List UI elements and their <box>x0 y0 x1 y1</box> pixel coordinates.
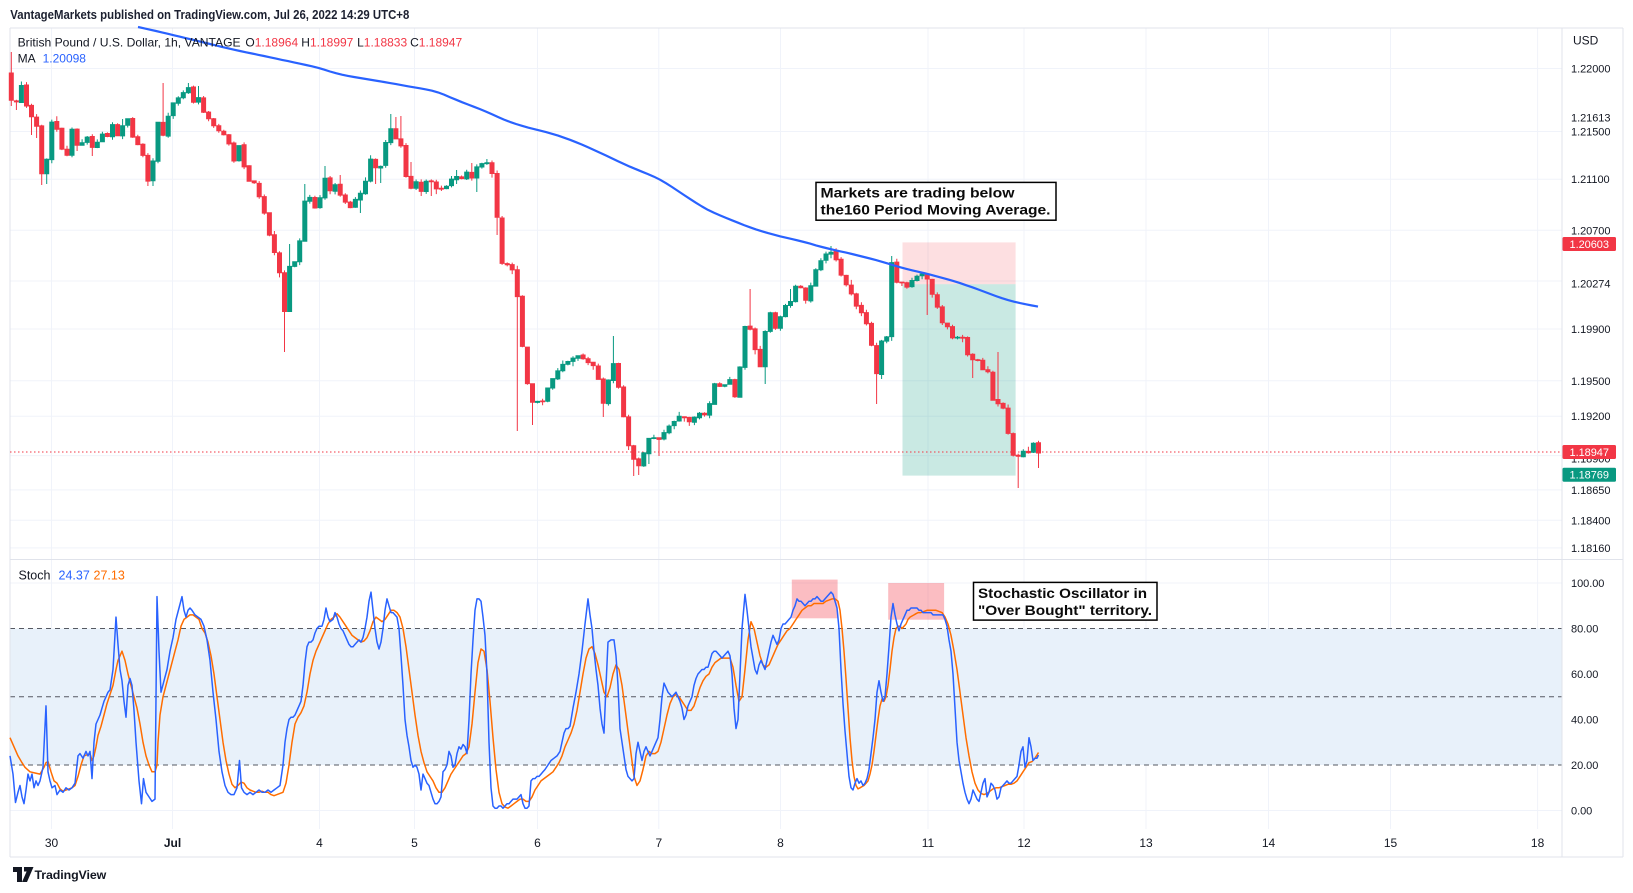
svg-text:H1.18997: H1.18997 <box>301 36 353 50</box>
svg-text:1.18650: 1.18650 <box>1571 485 1610 497</box>
svg-text:1.21100: 1.21100 <box>1571 174 1610 186</box>
svg-text:1.18947: 1.18947 <box>1570 447 1609 459</box>
svg-text:8: 8 <box>777 836 784 850</box>
svg-text:13: 13 <box>1139 836 1153 850</box>
svg-text:VantageMarkets published on Tr: VantageMarkets published on TradingView.… <box>10 7 409 22</box>
svg-text:4: 4 <box>316 836 323 850</box>
svg-text:11: 11 <box>922 836 935 850</box>
svg-text:12: 12 <box>1017 836 1031 850</box>
svg-text:60.00: 60.00 <box>1571 669 1598 681</box>
svg-text:Stoch: Stoch <box>19 569 51 583</box>
svg-text:100.00: 100.00 <box>1571 578 1604 590</box>
svg-text:1.18769: 1.18769 <box>1570 470 1609 482</box>
svg-text:MA: MA <box>18 52 36 66</box>
svg-text:1.19200: 1.19200 <box>1571 411 1610 423</box>
svg-text:27.13: 27.13 <box>94 569 125 583</box>
svg-text:1.19500: 1.19500 <box>1571 376 1610 388</box>
svg-text:1.18160: 1.18160 <box>1571 543 1610 555</box>
svg-text:"Over Bought" territory.: "Over Bought" territory. <box>978 602 1152 618</box>
svg-text:1.20603: 1.20603 <box>1570 239 1609 251</box>
svg-text:C1.18947: C1.18947 <box>410 36 462 50</box>
svg-text:1.22000: 1.22000 <box>1571 64 1610 76</box>
svg-text:1.20700: 1.20700 <box>1571 225 1610 237</box>
svg-text:18: 18 <box>1531 836 1545 850</box>
svg-text:7: 7 <box>655 836 662 850</box>
svg-text:Markets are trading below: Markets are trading below <box>821 185 1015 201</box>
svg-text:6: 6 <box>534 836 541 850</box>
svg-text:1.20098: 1.20098 <box>43 52 87 66</box>
svg-text:1.21500: 1.21500 <box>1571 127 1610 139</box>
svg-text:1.20274: 1.20274 <box>1571 279 1610 291</box>
svg-text:O1.18964: O1.18964 <box>245 36 298 50</box>
svg-text:40.00: 40.00 <box>1571 715 1598 727</box>
svg-text:80.00: 80.00 <box>1571 624 1598 636</box>
svg-text:the160 Period Moving Average.: the160 Period Moving Average. <box>821 202 1051 218</box>
svg-text:1.21613: 1.21613 <box>1571 113 1610 125</box>
svg-text:Stochastic Oscillator in: Stochastic Oscillator in <box>978 585 1147 601</box>
svg-text:British Pound / U.S. Dollar, 1: British Pound / U.S. Dollar, 1h, VANTAGE <box>18 36 241 50</box>
svg-text:15: 15 <box>1384 836 1398 850</box>
svg-text:0.00: 0.00 <box>1571 806 1592 818</box>
svg-text:14: 14 <box>1262 836 1276 850</box>
svg-text:USD: USD <box>1573 34 1599 48</box>
svg-text:Jul: Jul <box>164 836 181 850</box>
svg-text:TradingView: TradingView <box>35 868 107 882</box>
svg-text:5: 5 <box>411 836 418 850</box>
svg-text:L1.18833: L1.18833 <box>357 36 407 50</box>
svg-text:20.00: 20.00 <box>1571 760 1598 772</box>
svg-text:30: 30 <box>45 836 59 850</box>
svg-text:24.37: 24.37 <box>59 569 90 583</box>
svg-text:1.18400: 1.18400 <box>1571 515 1610 527</box>
svg-text:1.19900: 1.19900 <box>1571 324 1610 336</box>
